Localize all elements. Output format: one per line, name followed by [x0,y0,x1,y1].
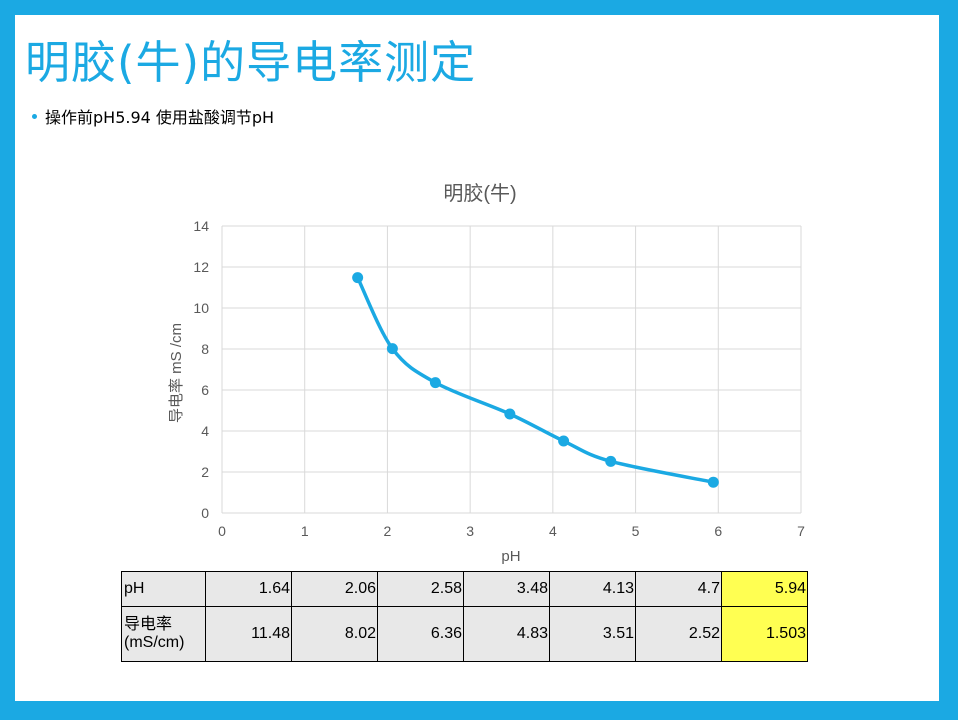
x-tick-label: 4 [549,523,557,539]
slide-title: 明胶(牛)的导电率测定 [25,36,477,89]
table-cell: 3.48 [463,571,550,607]
data-point [605,455,617,467]
x-axis-label: pH [501,548,520,565]
x-tick-label: 0 [218,523,226,539]
y-tick-label: 2 [201,464,209,480]
series-points [352,272,719,488]
chart-title: 明胶(牛) [443,182,516,205]
table-row: pH 1.64 2.06 2.58 3.48 4.13 4.7 5.94 [121,571,808,607]
table-cell: 4.83 [463,606,550,662]
y-tick-labels: 0 2 4 6 8 10 12 14 [193,218,209,521]
x-tick-labels: 0 1 2 3 4 5 6 7 [218,523,805,539]
x-tick-label: 1 [301,523,309,539]
x-tick-label: 6 [714,523,722,539]
bullet-item: 操作前pH5.94 使用盐酸调节pH [32,104,274,128]
x-tick-label: 7 [797,523,805,539]
data-point [707,476,719,488]
table-cell: 11.48 [205,606,292,662]
table-cell: 5.94 [721,571,808,607]
data-point [429,377,441,389]
y-axis-label: 导电率 mS /cm [168,323,185,423]
y-tick-label: 8 [201,341,209,357]
data-point [352,272,364,284]
table-cell: 2.52 [635,606,722,662]
chart-grid [221,225,802,514]
table-cell: 1.503 [721,606,808,662]
bullet-dot-icon [32,114,37,119]
table-cell: 3.51 [549,606,636,662]
row-header: 导电率 (mS/cm) [121,606,206,662]
y-tick-label: 12 [193,259,209,275]
x-tick-label: 2 [384,523,392,539]
y-tick-label: 6 [201,382,209,398]
table-cell: 6.36 [377,606,464,662]
table-cell: 1.64 [205,571,292,607]
bullet-text: 操作前pH5.94 使用盐酸调节pH [45,108,275,127]
x-tick-label: 3 [466,523,474,539]
data-point [558,435,570,447]
table-cell: 4.7 [635,571,722,607]
y-tick-label: 0 [201,505,209,521]
x-tick-label: 5 [632,523,640,539]
table-row: 导电率 (mS/cm) 11.48 8.02 6.36 4.83 3.51 2.52 1.503 [121,606,808,662]
row-header: pH [121,571,206,607]
table-cell: 4.13 [549,571,636,607]
y-tick-label: 10 [193,300,209,316]
y-tick-label: 4 [201,423,209,439]
table-cell: 2.58 [377,571,464,607]
data-point [504,408,516,420]
data-point [386,343,398,355]
table-cell: 2.06 [291,571,378,607]
data-table: pH 1.64 2.06 2.58 3.48 4.13 4.7 5.94 导电率 (mS/cm) 1… [121,571,808,662]
y-tick-label: 14 [193,218,209,234]
table-cell: 8.02 [291,606,378,662]
